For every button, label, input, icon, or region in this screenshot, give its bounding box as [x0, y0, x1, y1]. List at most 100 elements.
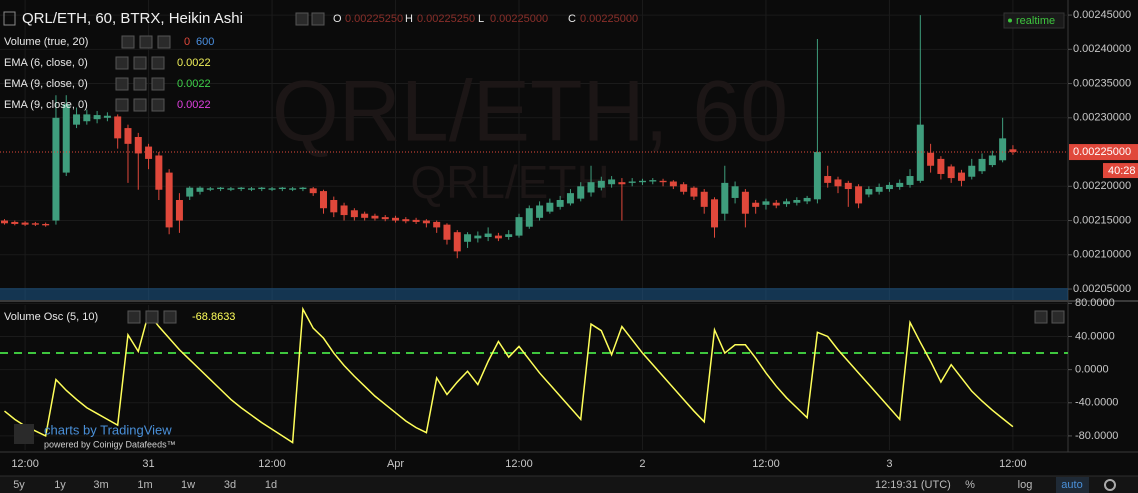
candle-body [505, 234, 513, 237]
indicator-value: 0.0022 [177, 99, 211, 111]
candle-body [412, 219, 420, 222]
realtime-label: realtime [1016, 15, 1055, 27]
candle-body [844, 182, 852, 190]
x-tick-label: 12:00 [999, 458, 1027, 470]
legend-icon[interactable] [127, 310, 141, 324]
y-tick-label: 0.00235000 [1073, 77, 1131, 89]
range-button[interactable]: 3d [224, 479, 236, 491]
candle-body [525, 208, 533, 227]
legend-icon[interactable] [151, 98, 165, 112]
ohlc-key: H [405, 13, 413, 25]
legend-icon[interactable] [151, 56, 165, 70]
candle-body [134, 136, 142, 154]
candle-body [988, 155, 996, 166]
legend-icon[interactable] [115, 98, 129, 112]
brand-line2: powered by Coinigy Datafeeds™ [44, 439, 176, 449]
y-tick-label: 80.0000 [1075, 297, 1115, 309]
candle-body [52, 117, 60, 221]
legend-icon[interactable] [311, 12, 325, 26]
indicator-name: EMA (9, close, 0) [4, 78, 88, 90]
range-button[interactable]: 1m [137, 479, 152, 491]
candle-body [443, 224, 451, 240]
legend-icon[interactable] [133, 56, 147, 70]
candle-body [93, 115, 101, 120]
candle-body [206, 188, 214, 190]
candle-body [453, 232, 461, 252]
legend-icon[interactable] [157, 35, 171, 49]
legend-icon[interactable] [133, 77, 147, 91]
candle-body [999, 138, 1007, 161]
y-tick-label: -80.0000 [1075, 430, 1118, 442]
x-tick-label: 12:00 [505, 458, 533, 470]
range-button[interactable]: 5y [13, 479, 25, 491]
auto-active [1056, 477, 1089, 493]
candle-body [83, 114, 91, 122]
x-tick-label: 3 [886, 458, 892, 470]
settings-button[interactable] [1104, 479, 1116, 491]
scale-option[interactable]: % [965, 479, 975, 491]
ohlc-value: 0.00225000 [490, 13, 548, 25]
candle-body [217, 187, 225, 190]
legend-icon[interactable] [115, 77, 129, 91]
range-button[interactable]: 3m [93, 479, 108, 491]
legend-icon[interactable] [115, 56, 129, 70]
y-tick-label: 0.00205000 [1073, 283, 1131, 295]
legend-icon[interactable] [151, 77, 165, 91]
range-button[interactable]: 1d [265, 479, 277, 491]
candle-body [299, 187, 307, 190]
candle-body [433, 221, 441, 228]
legend-icon[interactable] [139, 35, 153, 49]
candle-body [731, 186, 739, 198]
range-button[interactable]: 1w [181, 479, 195, 491]
candle-body [669, 181, 677, 187]
candle-body [556, 200, 564, 207]
x-tick-label: 31 [142, 458, 154, 470]
legend-icon[interactable] [1051, 310, 1065, 324]
legend-icon[interactable] [145, 310, 159, 324]
candle-body [680, 184, 688, 192]
candle-body [42, 223, 50, 226]
indicator-value: 0 [184, 36, 190, 48]
legend-icon[interactable] [163, 310, 177, 324]
candle-body [319, 191, 327, 209]
legend-icon[interactable] [133, 98, 147, 112]
scale-option[interactable]: auto [1061, 479, 1082, 491]
symbol-menu[interactable] [3, 11, 16, 26]
candle-body [31, 223, 39, 225]
y-tick-label: 0.00240000 [1073, 43, 1131, 55]
y-tick-label: -40.0000 [1075, 397, 1118, 409]
last-price-tag [1069, 144, 1138, 161]
countdown: 40:28 [1108, 165, 1136, 177]
legend-icon[interactable] [295, 12, 309, 26]
candle-body [247, 188, 255, 190]
bottom-toolbar [0, 476, 1138, 493]
candle-body [793, 200, 801, 203]
legend-icon[interactable] [121, 35, 135, 49]
overlay-layer: 12:00 31 12:00 Apr 12:00 2 12:00 3 12:00 0.002050… [0, 9, 1138, 493]
indicator-name: Volume (true, 20) [4, 36, 88, 48]
plot-layer [0, 15, 1068, 444]
x-tick-label: 2 [639, 458, 645, 470]
candle-body [711, 199, 719, 228]
range-button[interactable]: 1y [54, 479, 66, 491]
candle-body [62, 104, 70, 173]
logo-mark [14, 424, 34, 444]
indicator-value: 0.0022 [177, 78, 211, 90]
legend-icon[interactable] [1034, 310, 1048, 324]
indicator-value: 600 [196, 36, 214, 48]
candle-body [865, 189, 873, 195]
clock: 12:19:31 (UTC) [875, 479, 951, 491]
x-tick-label: Apr [387, 458, 404, 470]
scale-option[interactable]: log [1018, 479, 1033, 491]
candle-body [947, 166, 955, 179]
candle-body [937, 158, 945, 174]
candle-body [196, 187, 204, 192]
candle-body [803, 197, 811, 202]
candle-body [690, 187, 698, 197]
candle-body [474, 235, 482, 239]
candle-body [330, 200, 338, 213]
x-tick-label: 12:00 [11, 458, 39, 470]
ohlc-key: O [333, 13, 342, 25]
candle-body [381, 217, 389, 220]
